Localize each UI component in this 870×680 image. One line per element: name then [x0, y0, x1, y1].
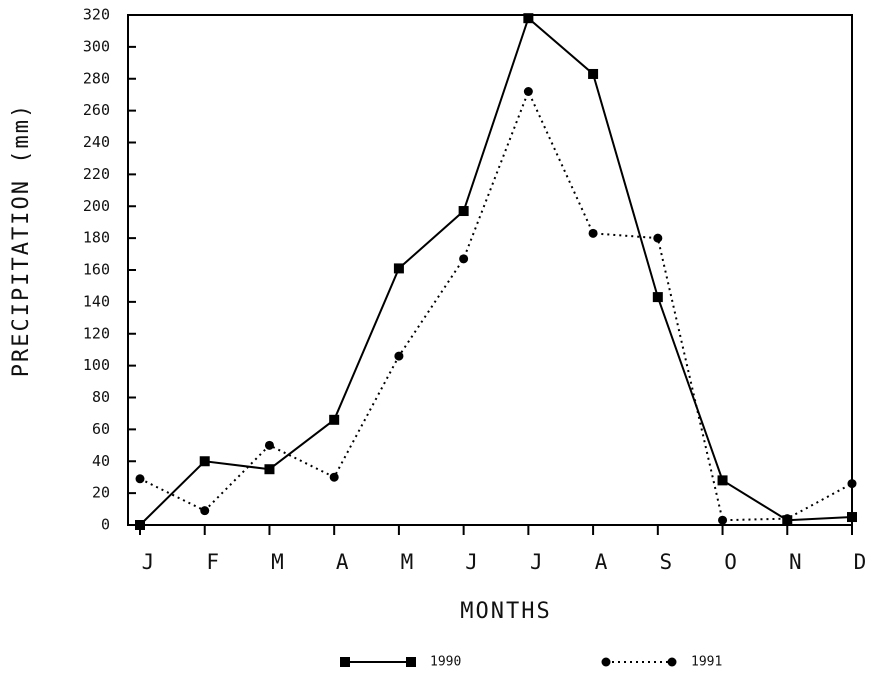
y-tick-label: 140 — [83, 292, 110, 310]
y-tick-label: 120 — [83, 324, 110, 342]
x-tick-label: D — [854, 550, 867, 574]
x-tick-label: A — [595, 550, 608, 574]
x-tick-label: J — [142, 550, 155, 574]
y-tick-label: 80 — [92, 388, 110, 406]
data-point — [264, 440, 274, 450]
data-point — [588, 228, 598, 238]
series-line — [139, 88, 853, 522]
series-line — [139, 16, 853, 526]
data-point — [523, 87, 533, 96]
data-point — [199, 456, 210, 467]
x-tick-label: N — [789, 550, 802, 574]
data-point — [459, 254, 469, 264]
y-tick-label: 100 — [83, 356, 110, 374]
y-tick-label: 260 — [83, 101, 110, 119]
data-point — [718, 515, 728, 525]
y-tick-label: 0 — [101, 516, 110, 534]
data-point — [264, 464, 275, 475]
y-tick-label: 240 — [83, 133, 110, 151]
data-point — [135, 474, 145, 484]
data-point — [847, 479, 857, 489]
y-tick-label: 200 — [83, 197, 110, 215]
data-point — [200, 506, 210, 516]
x-tick-label: F — [206, 550, 219, 574]
y-tick-label: 300 — [83, 37, 110, 55]
data-point — [329, 414, 340, 425]
plot-frame — [127, 14, 853, 526]
y-tick-label: 220 — [83, 165, 110, 183]
x-axis-title: MONTHS — [460, 599, 551, 624]
y-tick-label: 20 — [92, 484, 110, 502]
data-point — [653, 233, 663, 243]
data-point — [588, 68, 599, 79]
y-tick-label: 160 — [83, 261, 110, 279]
data-point — [652, 292, 663, 303]
x-tick-label: O — [724, 550, 737, 574]
y-tick-label: 40 — [92, 452, 110, 470]
y-tick-label: 60 — [92, 420, 110, 438]
data-point — [394, 351, 404, 361]
data-point — [523, 13, 534, 24]
x-tick-label: J — [530, 550, 543, 574]
data-point — [458, 206, 469, 217]
y-tick-label: 280 — [83, 69, 110, 87]
data-point — [393, 263, 404, 274]
y-tick-label: 180 — [83, 229, 110, 247]
data-point — [847, 512, 857, 523]
legend-label: 1990 — [430, 655, 461, 670]
legend-label: 1991 — [691, 655, 722, 670]
x-tick-label: S — [659, 550, 672, 574]
data-point — [717, 475, 728, 486]
y-axis-title: PRECIPITATION (mm) — [9, 103, 34, 377]
legend-marker — [406, 657, 416, 667]
legend-marker — [667, 657, 677, 667]
x-tick-label: J — [465, 550, 478, 574]
data-point — [135, 520, 145, 530]
y-tick-label: 320 — [83, 6, 110, 24]
data-point — [782, 514, 792, 524]
legend-marker — [601, 657, 611, 667]
x-tick-label: A — [336, 550, 349, 574]
data-point — [329, 472, 339, 482]
x-tick-label: M — [401, 550, 414, 574]
x-tick-label: M — [271, 550, 284, 574]
legend-marker — [340, 657, 350, 667]
